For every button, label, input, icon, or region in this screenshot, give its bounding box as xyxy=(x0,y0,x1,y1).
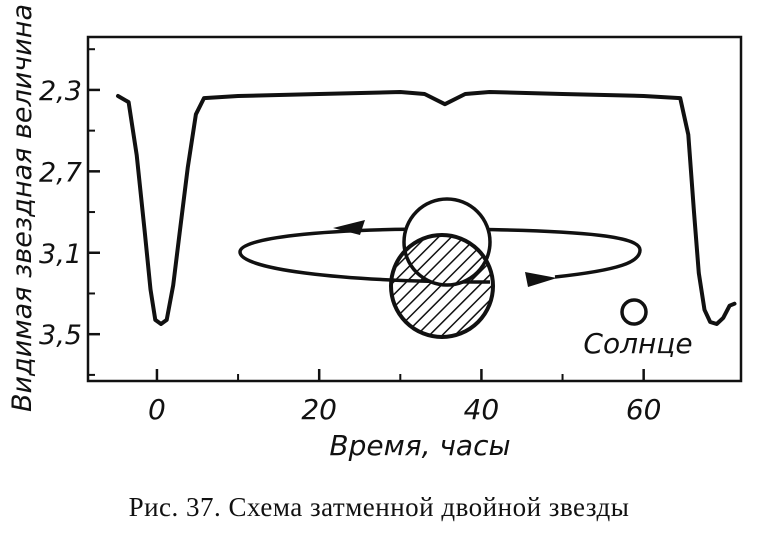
y-axis-label: Видимая звездная величина xyxy=(7,4,38,412)
figure-caption: Рис. 37. Схема затменной двойной звезды xyxy=(128,492,630,522)
dark-star-icon xyxy=(389,233,495,339)
x-tick-label: 40 xyxy=(464,393,500,426)
y-tick-label: 2,3 xyxy=(39,76,82,107)
light-curve-line xyxy=(116,90,737,326)
orbit-arrow-bottom-icon xyxy=(525,272,557,287)
orbit-schematic xyxy=(238,197,648,339)
plot-frame xyxy=(86,35,743,383)
orbit-ellipse-front xyxy=(439,227,642,279)
axis-tick-labels: 0 20 40 60 2,3 2,7 3,1 3,5 xyxy=(39,76,661,426)
axis-ticks xyxy=(88,48,645,381)
x-tick-label: 0 xyxy=(148,393,166,426)
sun-label: Солнце xyxy=(583,327,692,360)
y-tick-label: 2,7 xyxy=(39,157,82,188)
sun-icon xyxy=(620,298,648,326)
orbit-arrow-top-icon xyxy=(333,220,365,235)
y-tick-label: 3,5 xyxy=(39,320,82,351)
y-tick-label: 3,1 xyxy=(39,239,82,270)
x-tick-label: 20 xyxy=(301,393,337,426)
x-tick-label: 60 xyxy=(626,393,662,426)
orbit-ellipse-back xyxy=(238,227,491,284)
x-axis-label: Время, часы xyxy=(329,429,510,462)
